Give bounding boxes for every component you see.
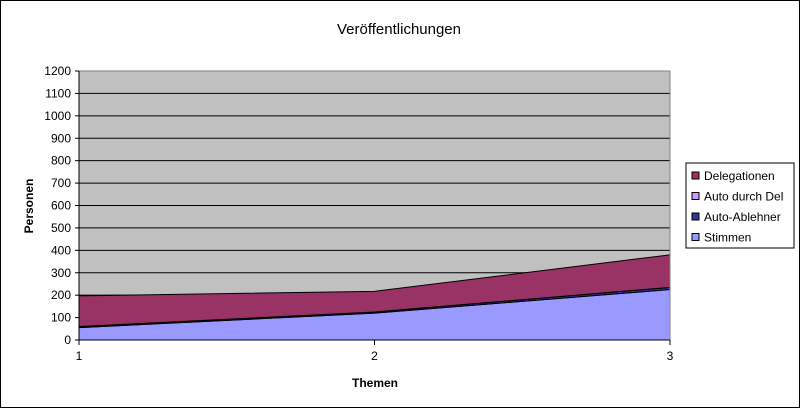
x-tick-label: 1: [76, 349, 83, 363]
legend-label-auto-ablehner: Auto-Ablehner: [704, 210, 781, 224]
y-axis-title: Personen: [22, 179, 36, 234]
legend-label-auto-durch-del: Auto durch Del: [704, 190, 783, 204]
y-tick-label: 0: [64, 333, 71, 347]
x-tick-label: 3: [667, 349, 674, 363]
y-tick-label: 600: [51, 199, 71, 213]
x-axis-title: Themen: [352, 376, 398, 390]
legend-swatch-auto-durch-del: [691, 192, 700, 200]
y-tick-label: 200: [51, 288, 71, 302]
y-tick-label: 800: [51, 154, 71, 168]
legend-label-stimmen: Stimmen: [704, 231, 751, 245]
axes: [75, 70, 671, 345]
legend-swatch-auto-ablehner: [691, 212, 700, 221]
x-tick-labels: 1 2 3: [76, 349, 674, 363]
legend-box: [685, 162, 795, 249]
legend: Delegationen Auto durch Del Auto-Ablehner S…: [685, 162, 795, 249]
y-tick-label: 1200: [44, 64, 71, 78]
y-tick-label: 1000: [44, 109, 71, 123]
y-tick-label: 1100: [45, 86, 71, 100]
y-tick-label: 400: [51, 243, 71, 257]
legend-swatch-delegationen: [691, 171, 700, 180]
chart-title: Veröffentlichungen: [337, 21, 461, 38]
y-tick-label: 100: [51, 311, 71, 325]
legend-label-delegationen: Delegationen: [704, 169, 775, 183]
y-tick-label: 500: [51, 221, 71, 235]
y-tick-labels: 0 100 200 300 400 500 600 700 800 900 1000 1100 1200: [44, 64, 71, 347]
y-tick-label: 300: [51, 266, 71, 280]
legend-items: Delegationen Auto durch Del Auto-Ablehner S…: [691, 169, 783, 245]
x-tick-label: 2: [371, 349, 378, 363]
legend-swatch-stimmen: [691, 233, 700, 241]
y-tick-label: 900: [51, 131, 71, 145]
y-tick-label: 700: [51, 176, 71, 190]
